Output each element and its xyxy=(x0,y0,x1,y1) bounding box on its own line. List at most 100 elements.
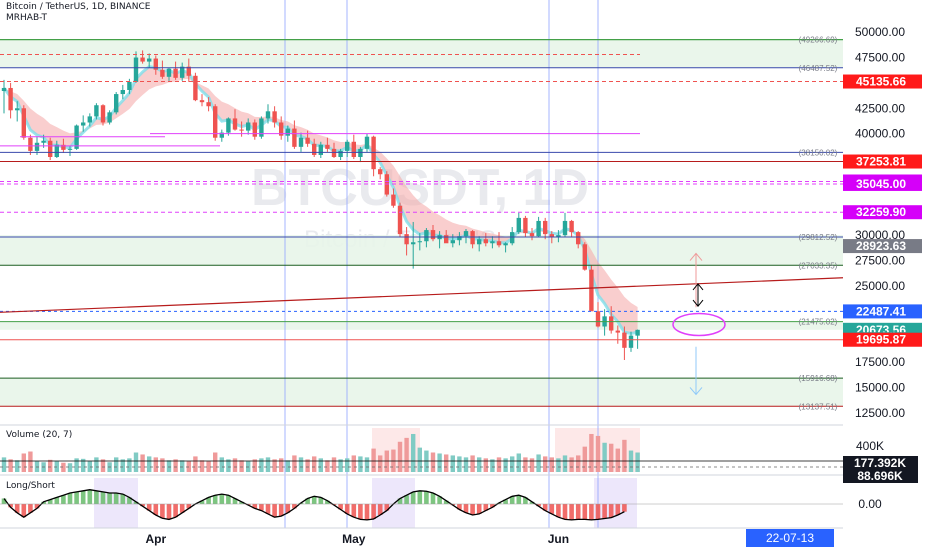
candle-body xyxy=(391,194,396,206)
candle-body xyxy=(609,316,614,331)
volume-bar xyxy=(285,460,290,472)
candle-body xyxy=(331,148,337,157)
longshort-bar xyxy=(166,504,172,520)
volume-bar xyxy=(232,458,238,472)
volume-bar xyxy=(543,456,548,472)
double-arrow-top xyxy=(692,283,704,291)
price-tick-label: 50000.00 xyxy=(855,25,905,39)
candle-body xyxy=(351,141,356,157)
price-tick-label: 25000.00 xyxy=(855,279,905,293)
volume-bar xyxy=(510,456,515,472)
volume-bar xyxy=(463,457,469,472)
candle-body xyxy=(48,140,53,157)
candle-body xyxy=(556,235,561,238)
volume-value-box xyxy=(843,469,918,483)
volume-bar xyxy=(331,457,337,472)
longshort-bar xyxy=(94,490,99,504)
volume-bar xyxy=(87,461,92,472)
volume-pane-title: Volume (20, 7) xyxy=(6,430,73,440)
price-annotation: (49266.69) xyxy=(799,36,838,45)
volume-bar xyxy=(523,457,528,472)
longshort-bar xyxy=(556,504,561,518)
candle-body xyxy=(265,111,271,119)
longshort-pane-title: Long/Short xyxy=(6,481,55,491)
candle-body xyxy=(312,143,317,155)
longshort-bar xyxy=(536,504,541,507)
longshort-bar xyxy=(80,490,86,504)
candle-body xyxy=(463,231,469,237)
volume-bar xyxy=(371,448,376,472)
volume-bar xyxy=(127,458,132,472)
longshort-bar xyxy=(318,497,324,504)
volume-bar xyxy=(21,453,26,472)
highlight-column-2 xyxy=(594,478,637,528)
candle-body xyxy=(173,68,178,78)
longshort-bar xyxy=(589,504,594,520)
double-arrow-bottom xyxy=(692,299,704,307)
longshort-bar xyxy=(516,495,522,504)
longshort-bar xyxy=(509,496,515,504)
candle-body xyxy=(562,220,568,236)
candle-body xyxy=(483,239,488,244)
volume-bar xyxy=(305,459,310,472)
candle-body xyxy=(8,87,13,111)
volume-bar xyxy=(444,454,449,472)
volume-pane xyxy=(0,424,932,472)
volume-bar xyxy=(28,451,33,472)
longshort-bar xyxy=(87,489,93,504)
candle-body xyxy=(74,125,79,149)
price-tick-label: 15000.00 xyxy=(855,380,905,394)
price-label-text: 35045.00 xyxy=(856,177,906,191)
volume-bar xyxy=(404,437,409,472)
longshort-bar xyxy=(582,504,588,520)
volume-bar xyxy=(430,452,436,472)
longshort-pane xyxy=(0,474,932,521)
volume-bar xyxy=(325,460,330,472)
longshort-bar xyxy=(424,491,429,504)
volume-bar xyxy=(437,453,442,472)
volume-value-text: 88.696K xyxy=(857,469,903,483)
longshort-bar xyxy=(34,504,40,509)
price-label-text: 19695.87 xyxy=(856,333,906,347)
longshort-bar xyxy=(21,504,27,518)
candle-body xyxy=(41,140,46,143)
candle-body xyxy=(252,122,257,137)
longshort-bar xyxy=(232,498,238,504)
volume-bar xyxy=(516,453,521,472)
longshort-bar xyxy=(292,504,297,509)
candle-body xyxy=(94,105,99,117)
user-drawings xyxy=(672,252,726,396)
volume-bar xyxy=(153,457,158,472)
candle-body xyxy=(470,231,475,245)
volume-bar xyxy=(496,457,502,472)
longshort-bar xyxy=(608,504,614,518)
volume-bar xyxy=(265,457,271,472)
longshort-bar xyxy=(179,504,185,513)
candle-body xyxy=(127,81,132,91)
volume-bar xyxy=(206,461,211,472)
candle-body xyxy=(318,144,323,155)
longshort-bar xyxy=(133,501,139,504)
longshort-bar xyxy=(384,504,390,511)
longshort-bar xyxy=(127,497,132,504)
longshort-bar xyxy=(371,504,376,519)
candle-body xyxy=(523,217,528,234)
candle-body xyxy=(529,233,535,237)
volume-bar xyxy=(549,457,554,472)
longshort-bar xyxy=(325,500,330,504)
volume-bar xyxy=(199,460,205,472)
longshort-bar xyxy=(160,504,165,519)
longshort-bar xyxy=(199,500,205,504)
longshort-bar xyxy=(377,504,383,515)
level-lines xyxy=(0,38,844,407)
longshort-bar xyxy=(252,504,258,509)
candle-body xyxy=(206,102,211,107)
volume-bar xyxy=(411,433,416,472)
candle-body xyxy=(15,108,20,111)
volume-tick-label: 400K xyxy=(856,439,884,453)
longshort-bar xyxy=(1,498,7,504)
longshort-bar xyxy=(476,504,482,514)
volume-bar xyxy=(457,456,462,472)
volume-bar xyxy=(556,458,561,472)
